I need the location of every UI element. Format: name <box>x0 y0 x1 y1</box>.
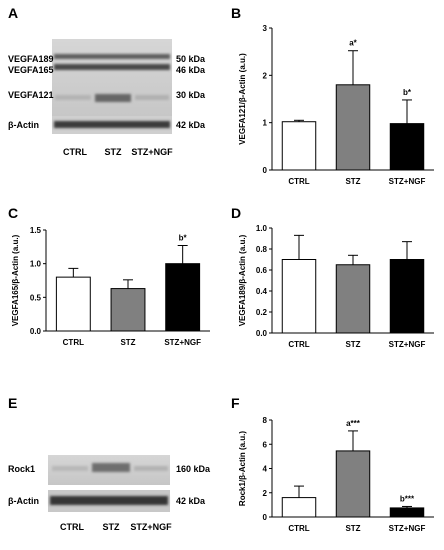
y-tick-label-c: 1.5 <box>30 226 42 235</box>
y-tick-label-c: 1.0 <box>30 260 42 269</box>
y-tick-label-f: 8 <box>263 416 268 425</box>
significance-label-stz-f: a*** <box>346 419 361 428</box>
y-tick-label-f: 4 <box>263 465 268 474</box>
bar-stz-f <box>335 450 371 518</box>
y-tick-label-c: 0.5 <box>30 293 42 302</box>
significance-label-stz-ngf-f: b*** <box>400 494 415 503</box>
bar-stz-ngf-c <box>165 263 201 332</box>
band-label-rock1: Rock1 <box>8 464 35 474</box>
panel-letter-b: B <box>231 5 241 21</box>
y-axis-title-c: VEGFA165/β-Actin (a.u.) <box>11 234 20 326</box>
bar-ctrl-c <box>55 276 91 332</box>
blot-image-e <box>48 455 170 512</box>
bar-stz-ngf-f <box>389 507 425 518</box>
x-tick-label-stz-b: STZ <box>345 177 360 186</box>
panel-letter-c: C <box>8 205 18 221</box>
y-tick-label-f: 2 <box>263 489 268 498</box>
lane-label-ctrl-a: CTRL <box>63 147 87 157</box>
y-tick-label-d: 0.0 <box>256 329 268 338</box>
lane-label-ctrl-e: CTRL <box>60 522 84 532</box>
band-label-beta-actin-a: β-Actin <box>8 120 39 130</box>
x-tick-label-stz-d: STZ <box>345 340 360 349</box>
x-tick-label-ctrl-d: CTRL <box>288 340 309 349</box>
x-tick-label-stz-c: STZ <box>120 338 135 347</box>
x-tick-label-ctrl-c: CTRL <box>63 338 84 347</box>
y-tick-label-d: 0.2 <box>256 308 268 317</box>
x-tick-label-ctrl-b: CTRL <box>288 177 309 186</box>
y-tick-label-b: 0 <box>263 166 268 175</box>
y-tick-label-b: 2 <box>263 71 268 80</box>
size-label-50kda: 50 kDa <box>176 54 206 64</box>
bar-stz-d <box>335 264 371 334</box>
y-axis-title-f: Rock1/β-Actin (a.u.) <box>238 431 247 506</box>
y-tick-label-d: 0.6 <box>256 266 268 275</box>
panel-letter-e: E <box>8 395 17 411</box>
bar-stz-ngf-d <box>389 259 425 334</box>
band-label-vegfa165: VEGFA165 <box>8 65 54 75</box>
chart-panel-c: 0.0 0.5 1.0 1.5 VEGFA165/β-Actin (a.u.) CTRL S… <box>11 226 210 347</box>
bar-ctrl-b <box>281 121 317 171</box>
y-tick-label-b: 3 <box>263 24 268 33</box>
bar-ctrl-d <box>281 259 317 334</box>
size-label-46kda: 46 kDa <box>176 65 206 75</box>
lane-label-stz-ngf-a: STZ+NGF <box>131 147 173 157</box>
bar-ctrl-f <box>281 497 317 518</box>
size-label-42kda-e: 42 kDa <box>176 496 206 506</box>
band-label-vegfa121: VEGFA121 <box>8 90 54 100</box>
lane-label-stz-a: STZ <box>105 147 123 157</box>
blot-image-a <box>52 39 172 134</box>
x-tick-label-ctrl-f: CTRL <box>288 524 309 533</box>
y-tick-label-f: 6 <box>263 440 268 449</box>
chart-panel-f: 0 2 4 6 8 Rock1/β-Actin (a.u.) CTRL STZ a*** STZ+… <box>238 416 434 533</box>
y-tick-label-d: 0.4 <box>256 287 268 296</box>
size-label-42kda-a: 42 kDa <box>176 120 206 130</box>
panel-letter-f: F <box>231 395 240 411</box>
lane-label-stz-e: STZ <box>103 522 121 532</box>
chart-panel-d: 0.0 0.2 0.4 0.6 0.8 1.0 VEGFA189/β-Actin (a.u.… <box>238 224 434 349</box>
lane-label-stz-ngf-e: STZ+NGF <box>130 522 172 532</box>
y-axis-title-b: VEGFA121/β-Actin (a.u.) <box>238 53 247 145</box>
chart-panel-b: 0 1 2 3 VEGFA121/β-Actin (a.u.) CTRL STZ a* STZ+… <box>238 24 434 186</box>
x-tick-label-stz-ngf-d: STZ+NGF <box>389 340 426 349</box>
significance-label-stz-ngf-c: b* <box>179 233 188 242</box>
y-tick-label-b: 1 <box>263 119 268 128</box>
x-tick-label-stz-ngf-c: STZ+NGF <box>164 338 201 347</box>
panel-e: E Rock1 β-Actin 160 kDa 42 kDa CTRL STZ … <box>8 395 211 532</box>
significance-label-stz-ngf-b: b* <box>403 88 412 97</box>
x-tick-label-stz-f: STZ <box>345 524 360 533</box>
panel-a: A VEGFA189 VEGFA165 VEGFA121 β-Actin 50 … <box>8 5 206 157</box>
band-label-vegfa189: VEGFA189 <box>8 54 54 64</box>
size-label-30kda: 30 kDa <box>176 90 206 100</box>
y-tick-label-d: 0.8 <box>256 245 268 254</box>
bar-stz-b <box>335 84 371 171</box>
x-tick-label-stz-ngf-b: STZ+NGF <box>389 177 426 186</box>
panel-letter-a: A <box>8 5 18 21</box>
bar-stz-ngf-b <box>389 123 425 171</box>
y-tick-label-d: 1.0 <box>256 224 268 233</box>
x-tick-label-stz-ngf-f: STZ+NGF <box>389 524 426 533</box>
y-tick-label-c: 0.0 <box>30 327 42 336</box>
size-label-160kda: 160 kDa <box>176 464 211 474</box>
y-tick-label-f: 0 <box>263 513 268 522</box>
significance-label-stz-b: a* <box>349 39 357 48</box>
bar-stz-c <box>110 288 146 332</box>
y-axis-title-d: VEGFA189/β-Actin (a.u.) <box>238 234 247 326</box>
panel-letter-d: D <box>231 205 241 221</box>
band-label-beta-actin-e: β-Actin <box>8 496 39 506</box>
